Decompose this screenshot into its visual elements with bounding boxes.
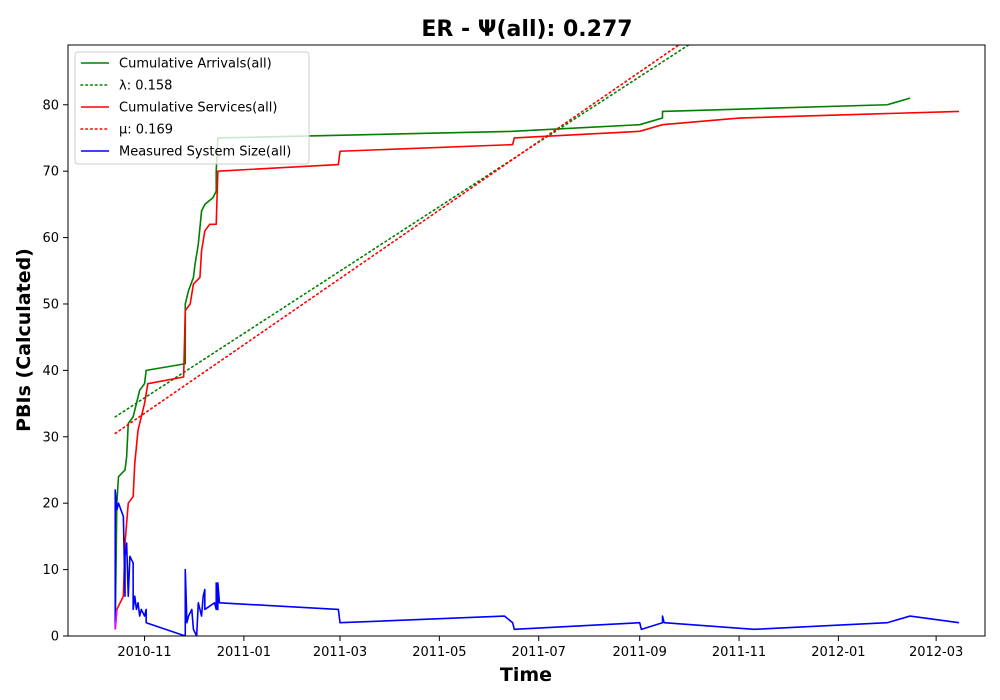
y-tick-label-4: 40 bbox=[42, 364, 59, 379]
x-tick-label-0: 2010-11 bbox=[117, 645, 171, 660]
x-tick-label-5: 2011-09 bbox=[613, 645, 667, 660]
series-line-4 bbox=[114, 489, 960, 636]
y-axis: 0 10 20 30 40 50 60 70 80 bbox=[42, 98, 68, 645]
y-tick-label-7: 70 bbox=[42, 165, 59, 180]
x-axis: 2010-11 2011-01 2011-03 2011-05 2011-07 2011-… bbox=[117, 636, 963, 660]
x-tick-label-8: 2012-03 bbox=[909, 645, 963, 660]
x-tick-label-1: 2011-01 bbox=[217, 645, 271, 660]
y-tick-label-5: 50 bbox=[42, 297, 59, 312]
x-tick-label-7: 2012-01 bbox=[811, 645, 865, 660]
x-tick-label-4: 2011-07 bbox=[512, 645, 566, 660]
legend-box bbox=[74, 51, 310, 165]
plot-frame-border bbox=[67, 44, 986, 637]
x-tick-label-2: 2011-03 bbox=[313, 645, 367, 660]
legend-label-3: μ: 0.169 bbox=[119, 123, 173, 138]
y-tick-label-1: 10 bbox=[42, 563, 59, 578]
legend-label-0: Cumulative Arrivals(all) bbox=[119, 57, 272, 72]
y-tick-label-2: 20 bbox=[42, 497, 59, 512]
series-line-3 bbox=[114, 45, 680, 435]
legend-label-4: Measured System Size(all) bbox=[119, 145, 291, 160]
y-tick-label-3: 30 bbox=[42, 430, 59, 445]
legend-label-2: Cumulative Services(all) bbox=[119, 101, 277, 116]
series-line-2 bbox=[114, 110, 959, 630]
y-axis-title: PBIs (Calculated) bbox=[13, 248, 35, 432]
series-line-1 bbox=[114, 45, 690, 418]
x-tick-label-3: 2011-05 bbox=[412, 645, 466, 660]
x-axis-title: Time bbox=[500, 664, 552, 686]
x-tick-label-6: 2011-11 bbox=[712, 645, 766, 660]
series-layer bbox=[114, 45, 960, 636]
series-line-5 bbox=[114, 609, 118, 630]
chart-title: ER - Ψ(all): 0.277 bbox=[421, 17, 632, 42]
y-tick-label-6: 60 bbox=[42, 231, 59, 246]
legend: Cumulative Arrivals(all) λ: 0.158 Cumulati… bbox=[74, 51, 310, 165]
y-tick-label-0: 0 bbox=[51, 630, 59, 645]
legend-label-1: λ: 0.158 bbox=[119, 79, 172, 94]
y-tick-label-8: 80 bbox=[42, 98, 59, 113]
series-line-0 bbox=[114, 97, 911, 630]
